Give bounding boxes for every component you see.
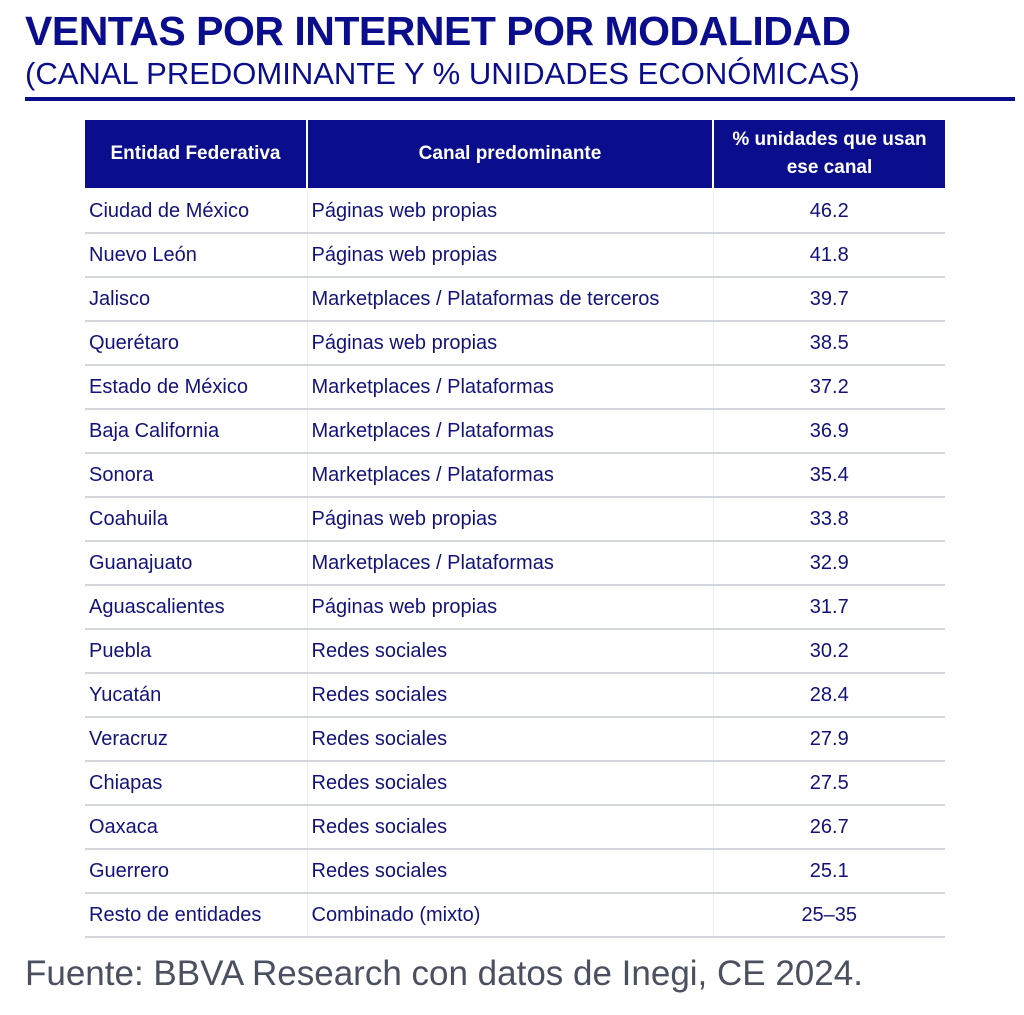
cell-entidad: Aguascalientes: [85, 585, 308, 630]
table-row: Yucatán Redes sociales 28.4: [85, 673, 945, 718]
cell-canal: Redes sociales: [307, 849, 714, 894]
cell-porcentaje: 25–35: [713, 893, 945, 938]
cell-entidad: Querétaro: [85, 321, 308, 366]
cell-canal: Redes sociales: [307, 761, 714, 806]
cell-entidad: Oaxaca: [85, 805, 308, 850]
cell-porcentaje: 37.2: [713, 365, 945, 410]
cell-entidad: Yucatán: [85, 673, 308, 718]
cell-porcentaje: 39.7: [713, 277, 945, 322]
cell-entidad: Ciudad de México: [85, 188, 308, 234]
source-note: Fuente: BBVA Research con datos de Inegi…: [25, 954, 863, 993]
cell-canal: Combinado (mixto): [307, 893, 714, 938]
cell-entidad: Chiapas: [85, 761, 308, 806]
cell-canal: Marketplaces / Plataformas: [307, 453, 714, 498]
table-row: Estado de México Marketplaces / Plataform…: [85, 365, 945, 410]
table-row: Querétaro Páginas web propias 38.5: [85, 321, 945, 366]
table-row: Chiapas Redes sociales 27.5: [85, 761, 945, 806]
table-row: Guanajuato Marketplaces / Plataformas 32.9: [85, 541, 945, 586]
cell-porcentaje: 32.9: [713, 541, 945, 586]
table-row: Resto de entidades Combinado (mixto) 25–35: [85, 893, 945, 938]
cell-canal: Redes sociales: [307, 717, 714, 762]
cell-porcentaje: 25.1: [713, 849, 945, 894]
cell-entidad: Jalisco: [85, 277, 308, 322]
cell-porcentaje: 31.7: [713, 585, 945, 630]
cell-porcentaje: 27.5: [713, 761, 945, 806]
cell-canal: Redes sociales: [307, 805, 714, 850]
table-row: Nuevo León Páginas web propias 41.8: [85, 233, 945, 278]
cell-canal: Redes sociales: [307, 629, 714, 674]
cell-canal: Marketplaces / Plataformas: [307, 541, 714, 586]
table-row: Sonora Marketplaces / Plataformas 35.4: [85, 453, 945, 498]
cell-porcentaje: 41.8: [713, 233, 945, 278]
page-title: VENTAS POR INTERNET POR MODALIDAD: [25, 8, 851, 54]
table-row: Jalisco Marketplaces / Plataformas de ter…: [85, 277, 945, 322]
table-row: Coahuila Páginas web propias 33.8: [85, 497, 945, 542]
cell-entidad: Veracruz: [85, 717, 308, 762]
table-header-row: Entidad Federativa Canal predominante % …: [85, 120, 945, 189]
cell-porcentaje: 33.8: [713, 497, 945, 542]
cell-entidad: Resto de entidades: [85, 893, 308, 938]
cell-entidad: Baja California: [85, 409, 308, 454]
cell-porcentaje: 28.4: [713, 673, 945, 718]
cell-canal: Páginas web propias: [307, 188, 714, 234]
cell-entidad: Estado de México: [85, 365, 308, 410]
table-row: Ciudad de México Páginas web propias 46.2: [85, 188, 945, 234]
cell-canal: Marketplaces / Plataformas de terceros: [307, 277, 714, 322]
cell-canal: Marketplaces / Plataformas: [307, 365, 714, 410]
table-row: Puebla Redes sociales 30.2: [85, 629, 945, 674]
header-entidad: Entidad Federativa: [85, 120, 308, 189]
cell-porcentaje: 36.9: [713, 409, 945, 454]
table-row: Baja California Marketplaces / Plataforma…: [85, 409, 945, 454]
cell-canal: Redes sociales: [307, 673, 714, 718]
table-row: Guerrero Redes sociales 25.1: [85, 849, 945, 894]
title-divider: [25, 97, 1015, 101]
cell-porcentaje: 35.4: [713, 453, 945, 498]
cell-porcentaje: 38.5: [713, 321, 945, 366]
cell-entidad: Sonora: [85, 453, 308, 498]
cell-canal: Páginas web propias: [307, 233, 714, 278]
data-table: Entidad Federativa Canal predominante % …: [85, 120, 945, 938]
table-row: Oaxaca Redes sociales 26.7: [85, 805, 945, 850]
cell-porcentaje: 26.7: [713, 805, 945, 850]
cell-entidad: Puebla: [85, 629, 308, 674]
table-row: Veracruz Redes sociales 27.9: [85, 717, 945, 762]
table-row: Aguascalientes Páginas web propias 31.7: [85, 585, 945, 630]
cell-canal: Marketplaces / Plataformas: [307, 409, 714, 454]
cell-entidad: Guanajuato: [85, 541, 308, 586]
page-subtitle: (CANAL PREDOMINANTE Y % UNIDADES ECONÓMI…: [25, 56, 860, 91]
header-canal: Canal predominante: [307, 120, 714, 189]
cell-canal: Páginas web propias: [307, 321, 714, 366]
cell-porcentaje: 27.9: [713, 717, 945, 762]
cell-entidad: Guerrero: [85, 849, 308, 894]
cell-porcentaje: 30.2: [713, 629, 945, 674]
cell-entidad: Coahuila: [85, 497, 308, 542]
cell-entidad: Nuevo León: [85, 233, 308, 278]
cell-porcentaje: 46.2: [713, 188, 945, 234]
cell-canal: Páginas web propias: [307, 497, 714, 542]
cell-canal: Páginas web propias: [307, 585, 714, 630]
header-porcentaje: % unidades que usan ese canal: [713, 120, 945, 189]
